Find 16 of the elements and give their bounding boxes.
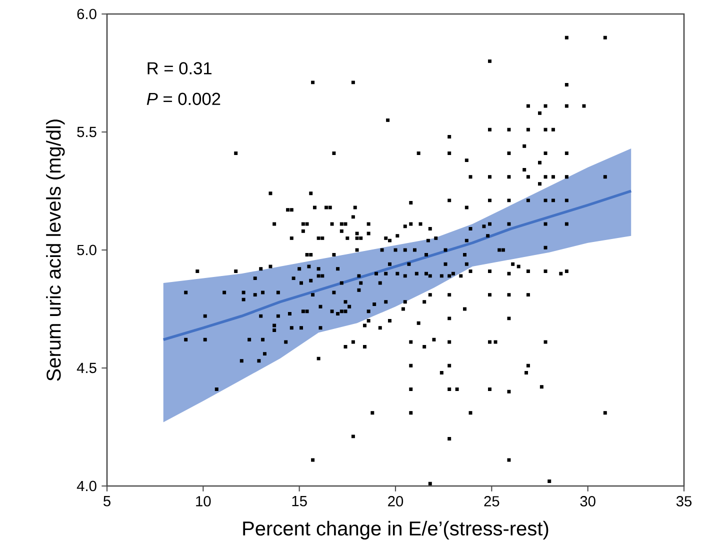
- x-tick-label: 30: [580, 496, 596, 506]
- x-tick-label: 25: [484, 496, 500, 506]
- y-tick-label: 5.0: [77, 244, 96, 256]
- x-tick-label: 15: [292, 496, 307, 506]
- y-tick-label: 6.0: [77, 8, 96, 20]
- y-tick-label: 5.5: [77, 126, 96, 138]
- x-tick-label: 20: [388, 496, 404, 506]
- y-axis-title: Serum uric acid levels (mg/dl): [46, 120, 65, 381]
- annotation: P = 0.002: [146, 92, 220, 106]
- x-tick-label: 10: [196, 496, 211, 506]
- x-axis-title: Percent change in E/e’(stress-rest): [243, 520, 548, 540]
- y-tick-label: 4.0: [76, 480, 96, 492]
- annotation: R = 0.31: [148, 62, 212, 74]
- x-tick-label: 5: [104, 496, 110, 506]
- x-tick-label: 35: [676, 496, 692, 506]
- y-tick-label: 4.5: [76, 362, 96, 374]
